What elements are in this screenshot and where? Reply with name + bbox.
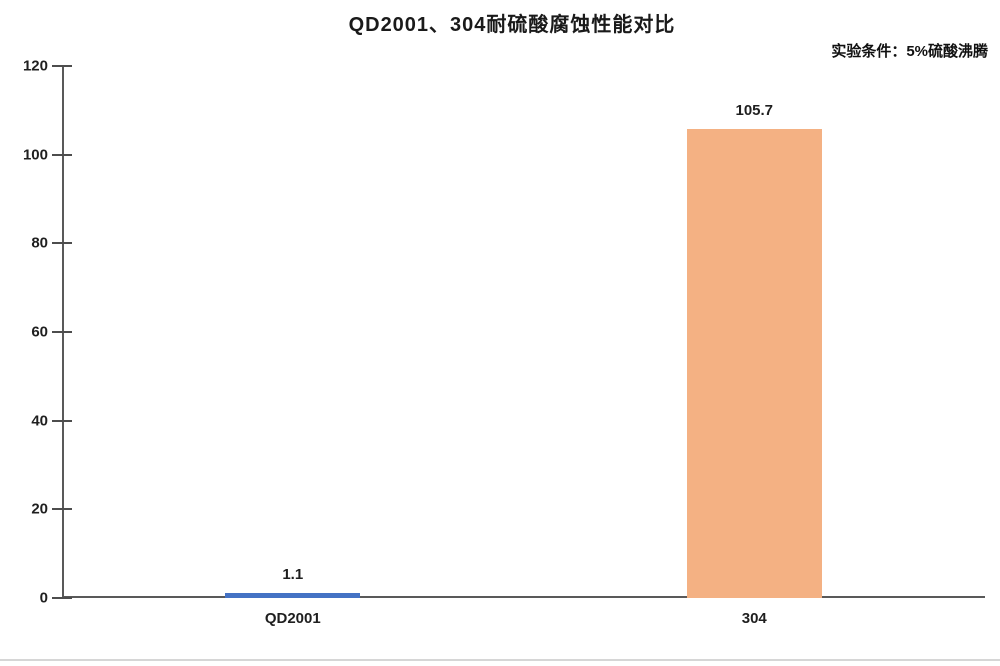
bar-value-label: 105.7 (735, 102, 774, 120)
y-tick-label: 120 (22, 57, 48, 75)
bar-QD2001 (225, 593, 361, 598)
y-tick-mark (52, 153, 72, 156)
bar-value-label: 1.1 (282, 566, 304, 584)
plot-area: 0 20 40 60 80 100 120 1.1 QD2001 105.7 304 (23, 59, 985, 627)
y-tick-mark (52, 597, 72, 599)
chart-title: QD2001、304耐硫酸腐蚀性能对比 (348, 14, 676, 36)
y-tick-label: 100 (22, 146, 48, 164)
y-tick-label: 0 (39, 589, 48, 607)
y-tick-mark (52, 508, 72, 511)
y-tick-mark (52, 242, 72, 245)
x-axis-line (62, 596, 985, 598)
category-label: QD2001 (264, 610, 321, 627)
experiment-condition-note: 实验条件：5%硫酸沸腾 (831, 43, 988, 60)
y-tick-label: 20 (31, 500, 48, 518)
y-tick-label: 60 (31, 323, 48, 341)
y-tick-label: 40 (31, 412, 48, 430)
bar-304 (686, 129, 822, 598)
y-tick-mark (52, 65, 72, 67)
y-tick-label: 80 (31, 234, 48, 252)
y-tick-mark (52, 419, 72, 422)
category-label: 304 (741, 610, 767, 627)
bottom-divider (0, 659, 1000, 661)
y-tick-mark (52, 331, 72, 333)
